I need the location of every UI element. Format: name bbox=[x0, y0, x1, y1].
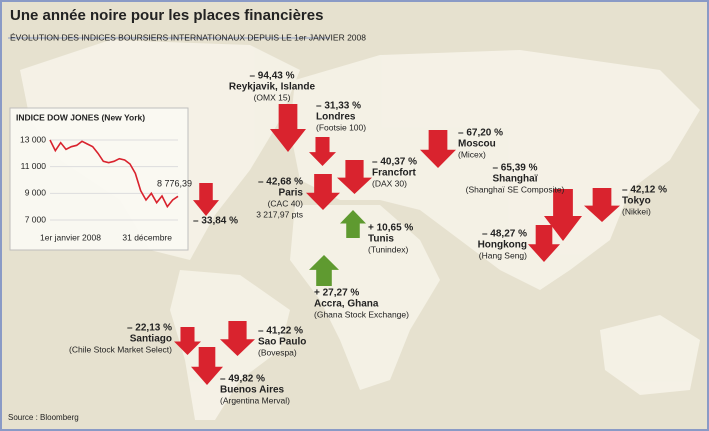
arrow bbox=[220, 321, 255, 356]
market-index: (CAC 40) bbox=[268, 198, 304, 208]
arrow bbox=[584, 188, 620, 222]
market-index: (Ghana Stock Exchange) bbox=[314, 309, 409, 319]
market-index: (OMX 15) bbox=[254, 92, 291, 102]
market-change: – 48,27 % bbox=[482, 229, 527, 240]
arrow bbox=[309, 137, 336, 166]
market-name: Buenos Aires bbox=[220, 385, 285, 396]
market-name: Francfort bbox=[372, 168, 417, 179]
market-index: (Shanghaï SE Composite) bbox=[466, 184, 565, 194]
x-tick-label: 1er janvier 2008 bbox=[40, 232, 101, 242]
change-label: – 33,84 % bbox=[193, 216, 238, 227]
market-name: Tunis bbox=[368, 234, 394, 245]
market-name: Reykjavik, Islande bbox=[229, 82, 316, 93]
inset-title: INDICE DOW JONES (New York) bbox=[16, 112, 145, 122]
y-tick-label: 13 000 bbox=[20, 134, 46, 144]
market-name: Londres bbox=[316, 112, 356, 123]
market-change: – 40,37 % bbox=[372, 157, 417, 168]
market-name: Accra, Ghana bbox=[314, 299, 379, 310]
inset-panel bbox=[9, 107, 189, 251]
market-change: – 49,82 % bbox=[220, 374, 265, 385]
market-index: (Footsie 100) bbox=[316, 122, 366, 132]
value-label: 8 776,39 bbox=[157, 179, 192, 189]
arrow bbox=[340, 210, 366, 238]
market-change: + 10,65 % bbox=[368, 223, 413, 234]
arrow bbox=[337, 160, 372, 194]
market-name: Hongkong bbox=[478, 240, 527, 251]
market-name: Shanghaï bbox=[492, 174, 537, 185]
market-name: Paris bbox=[279, 188, 304, 199]
market-index: (Tunindex) bbox=[368, 244, 408, 254]
market-change: – 42,12 % bbox=[622, 185, 667, 196]
market-index: (Micex) bbox=[458, 149, 486, 159]
market-index: (DAX 30) bbox=[372, 178, 407, 188]
market-index: (Chile Stock Market Select) bbox=[69, 344, 172, 354]
market-name: Sao Paulo bbox=[258, 337, 306, 348]
arrow bbox=[191, 347, 223, 385]
y-tick-label: 7 000 bbox=[25, 214, 47, 224]
market-index: (Nikkei) bbox=[622, 206, 651, 216]
arrow bbox=[306, 174, 340, 210]
market-index: (Hang Seng) bbox=[479, 250, 527, 260]
arrow bbox=[193, 183, 219, 216]
arrow bbox=[270, 104, 306, 152]
market-change: + 27,27 % bbox=[314, 288, 359, 299]
y-tick-label: 11 000 bbox=[21, 161, 47, 171]
arrow bbox=[174, 327, 201, 355]
market-name: Tokyo bbox=[622, 196, 651, 207]
market-change: – 42,68 % bbox=[258, 177, 303, 188]
market-index: (Bovespa) bbox=[258, 347, 297, 357]
y-tick-label: 9 000 bbox=[25, 188, 47, 198]
subtitle: ÉVOLUTION DES INDICES BOURSIERS INTERNAT… bbox=[10, 32, 366, 42]
market-index: (Argentina Merval) bbox=[220, 395, 290, 405]
market-change: – 67,20 % bbox=[458, 128, 503, 139]
index-line bbox=[49, 139, 179, 209]
market-detail: 3 217,97 pts bbox=[256, 209, 303, 219]
market-change: – 31,33 % bbox=[316, 101, 361, 112]
arrow bbox=[420, 130, 456, 168]
market-name: Moscou bbox=[458, 139, 496, 150]
x-tick-label: 31 décembre bbox=[122, 232, 172, 242]
market-change: – 65,39 % bbox=[492, 163, 537, 174]
market-name: Santiago bbox=[130, 334, 172, 345]
market-change: – 22,13 % bbox=[127, 323, 172, 334]
title: Une année noire pour les places financiè… bbox=[10, 7, 323, 24]
arrow bbox=[528, 225, 560, 262]
arrow bbox=[544, 189, 582, 241]
market-change: – 94,43 % bbox=[249, 71, 294, 82]
market-change: – 41,22 % bbox=[258, 326, 303, 337]
source: Source : Bloomberg bbox=[8, 413, 79, 422]
arrow bbox=[309, 255, 339, 286]
